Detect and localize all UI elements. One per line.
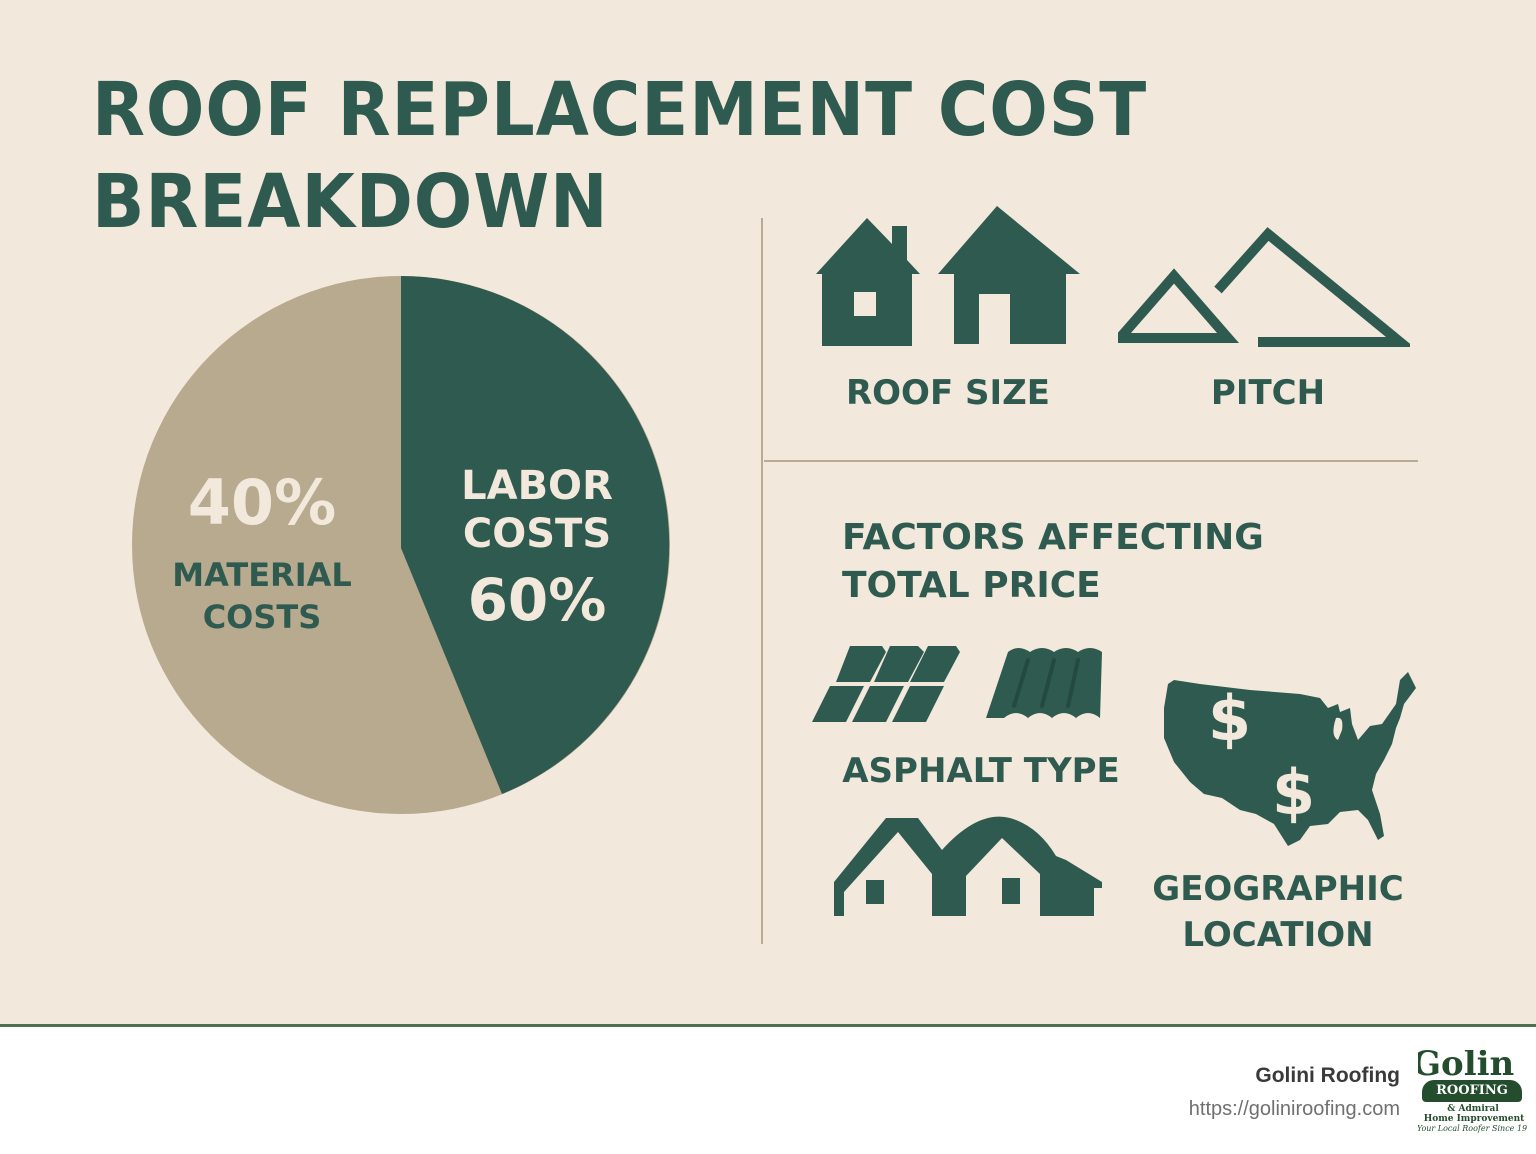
material-label: MATERIAL COSTS — [152, 554, 372, 638]
logo-subtitle-1: & Admiral — [1447, 1104, 1499, 1114]
factors-heading: FACTORS AFFECTING TOTAL PRICE — [842, 514, 1302, 610]
us-map-dollar-icon: $ $ — [1164, 672, 1416, 846]
dollar-sign-1: $ — [1208, 682, 1251, 755]
labor-label-line2: COSTS — [462, 511, 612, 557]
page-title: ROOF REPLACEMENT COST BREAKDOWN — [92, 67, 1148, 245]
cost-pie-chart: 40% MATERIAL COSTS LABOR COSTS 60% — [132, 276, 670, 814]
shingle-types-icon — [812, 646, 1102, 722]
factor-roof-size-label: ROOF SIZE — [845, 373, 1051, 413]
logo-wordmark: Golin — [1418, 1050, 1515, 1084]
infographic-poster: ROOF REPLACEMENT COST BREAKDOWN 40% MATE… — [0, 0, 1536, 1024]
footer-divider — [0, 1024, 1536, 1027]
labor-percent: 60% — [467, 566, 607, 634]
factor-asphalt-type-label: ASPHALT TYPE — [842, 751, 1120, 791]
horizontal-divider — [764, 460, 1418, 462]
dollar-sign-2: $ — [1272, 756, 1315, 829]
material-percent: 40% — [187, 466, 337, 539]
labor-label-line1: LABOR — [461, 463, 613, 509]
twin-houses-icon — [834, 816, 1102, 916]
houses-size-icon — [816, 206, 1080, 346]
material-label-line1: MATERIAL — [172, 556, 352, 594]
logo-subtitle-2: Home Improvement — [1423, 1114, 1525, 1124]
factor-geographic-line2: LOCATION — [1182, 915, 1374, 955]
footer-url-link[interactable]: https://goliniroofing.com — [1188, 1098, 1400, 1120]
factor-geographic-line1: GEOGRAPHIC — [1152, 869, 1404, 909]
company-logo: Golin ROOFING & Admiral Home Improvement… — [1418, 1050, 1536, 1134]
material-label-line2: COSTS — [202, 598, 322, 636]
logo-tagline: Your Local Roofer Since 19 — [1418, 1124, 1528, 1133]
footer-company-name: Golini Roofing — [1255, 1064, 1400, 1087]
logo-band: ROOFING — [1422, 1080, 1522, 1102]
pie-slice-labor — [401, 276, 670, 794]
pie-svg — [132, 276, 670, 814]
factor-pitch-label: PITCH — [1210, 373, 1326, 413]
factors-heading-line1: FACTORS AFFECTING — [842, 517, 1264, 558]
labor-label: LABOR COSTS — [432, 462, 642, 558]
roof-pitch-icon — [1118, 227, 1410, 347]
factor-geographic-location-label: GEOGRAPHIC LOCATION — [1140, 866, 1416, 958]
vertical-divider — [761, 218, 763, 944]
factors-heading-line2: TOTAL PRICE — [842, 565, 1101, 606]
